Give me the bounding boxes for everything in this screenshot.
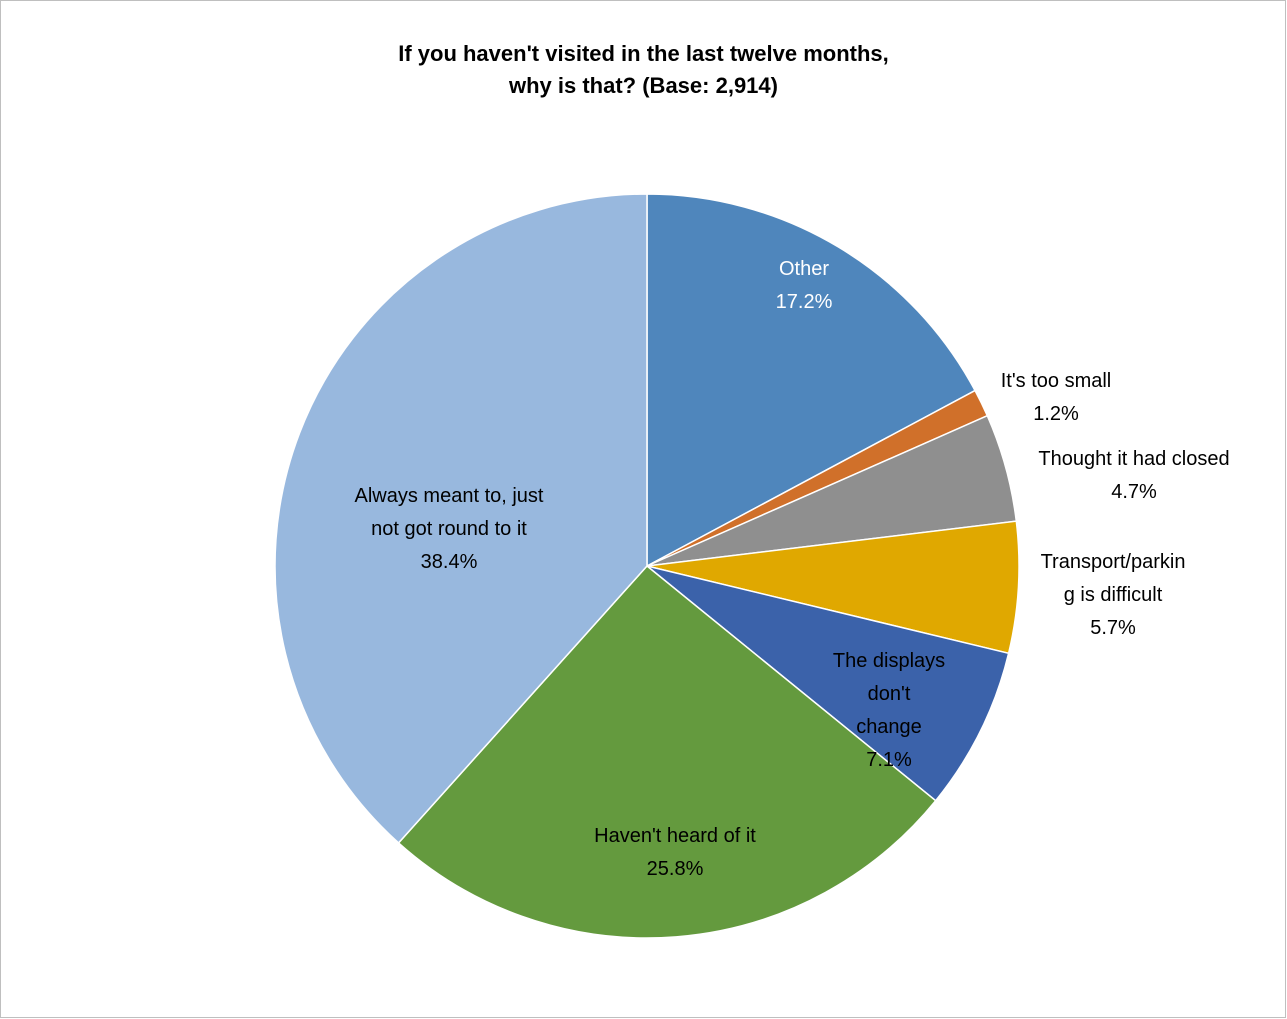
pie-label-percent: 4.7% <box>1111 481 1157 503</box>
pie-label-other: Other 17.2% <box>776 258 833 313</box>
pie-label-line: Other <box>779 258 829 280</box>
pie-slice-transport-parking <box>646 520 1020 655</box>
chart-title-line-1: If you haven't visited in the last twelv… <box>398 41 889 66</box>
pie-label-line: The displays <box>833 650 945 672</box>
pie-label-line: don't <box>868 683 911 705</box>
pie-label-too-small: It's too small 1.2% <box>1001 370 1112 425</box>
pie-label-havent-heard: Haven't heard of it 25.8% <box>594 825 756 880</box>
pie-label-line: Always meant to, just <box>355 485 544 507</box>
pie-label-percent: 1.2% <box>1033 403 1079 425</box>
pie-labels: Other 17.2% It's too small 1.2% Thought it h… <box>355 258 1230 880</box>
chart-title: If you haven't visited in the last twelv… <box>0 38 1287 102</box>
pie-label-line: Transport/parkin <box>1041 551 1186 573</box>
chart-title-line-2: why is that? (Base: 2,914) <box>509 73 778 98</box>
pie-label-percent: 38.4% <box>421 551 478 573</box>
pie-label-percent: 7.1% <box>866 749 912 771</box>
pie-slice-havent-heard <box>397 564 937 939</box>
pie-label-always-meant-to: Always meant to, just not got round to it… <box>355 485 544 573</box>
pie-label-percent: 5.7% <box>1090 617 1136 639</box>
pie-label-line: change <box>856 716 922 738</box>
pie-label-percent: 17.2% <box>776 291 833 313</box>
pie-label-displays-dont-change: The displays don't change 7.1% <box>833 650 945 771</box>
pie-slice-displays-dont-change <box>646 565 1010 802</box>
pie-label-line: Haven't heard of it <box>594 825 756 847</box>
pie-label-thought-closed: Thought it had closed 4.7% <box>1038 448 1229 503</box>
pie-label-line: g is difficult <box>1064 584 1163 606</box>
pie-slice-always-meant-to <box>274 193 648 844</box>
pie-slices <box>274 193 1020 939</box>
pie-label-percent: 25.8% <box>647 858 704 880</box>
pie-label-line: not got round to it <box>371 518 527 540</box>
pie-label-line: Thought it had closed <box>1038 448 1229 470</box>
pie-label-transport-parking: Transport/parkin g is difficult 5.7% <box>1041 551 1186 639</box>
pie-label-line: It's too small <box>1001 370 1112 392</box>
pie-slice-other <box>646 193 977 568</box>
